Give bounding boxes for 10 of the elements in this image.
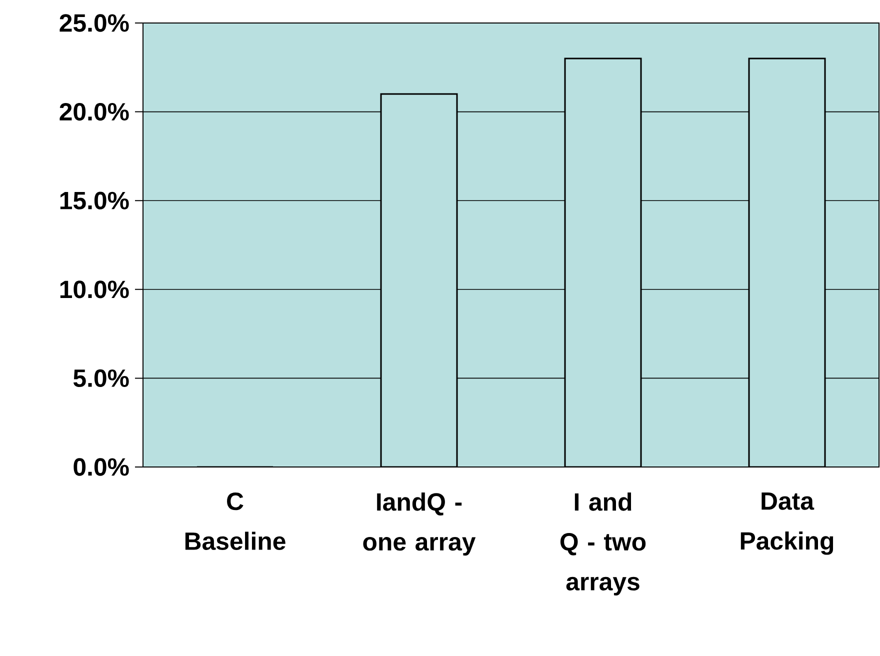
x-tick-label: Data Packing [740, 492, 834, 555]
x-tick-label: C Baseline [185, 492, 286, 550]
y-tick-label: 25.0% [60, 14, 129, 32]
y-tick-label: 20.0% [60, 102, 129, 121]
x-tick-label: IandQ - one array [363, 492, 476, 556]
y-tick-label: 15.0% [60, 192, 129, 210]
y-tick-label: 0.0% [74, 458, 129, 476]
y-tick-label: 5.0% [73, 369, 129, 388]
y-tick-label: 10.0% [60, 280, 129, 298]
x-tick-label: I and Q - two arrays [560, 492, 646, 596]
